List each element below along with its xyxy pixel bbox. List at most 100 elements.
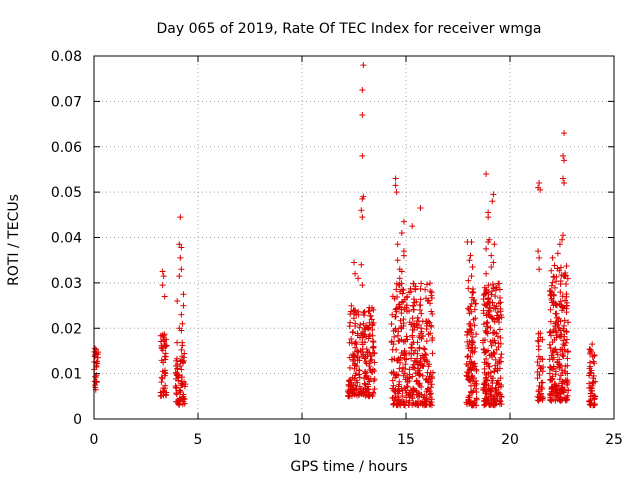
data-point (181, 396, 188, 403)
data-point (556, 241, 563, 248)
data-point (180, 393, 187, 400)
data-point (467, 377, 474, 384)
data-point (552, 320, 559, 327)
data-point (389, 346, 396, 353)
data-point (94, 360, 101, 367)
data-point (403, 294, 410, 301)
data-point (360, 320, 367, 327)
data-point (465, 277, 472, 284)
data-point (549, 349, 556, 356)
data-point (369, 326, 376, 333)
data-point (549, 254, 556, 261)
data-point (401, 355, 408, 362)
data-point (394, 388, 401, 395)
data-point (485, 370, 492, 377)
data-point (360, 391, 367, 398)
data-point (351, 375, 358, 382)
data-point (357, 347, 364, 354)
data-point (423, 352, 430, 359)
data-point (548, 332, 555, 339)
data-point (355, 308, 362, 315)
data-point (347, 319, 354, 326)
data-point (409, 223, 416, 230)
data-point (558, 272, 565, 279)
data-point (472, 300, 479, 307)
x-tick-labels: 0 5 10 15 20 25 (90, 432, 623, 448)
data-point (92, 382, 99, 389)
data-point (368, 316, 375, 323)
data-point (429, 350, 436, 357)
data-point (534, 359, 541, 366)
data-point (468, 239, 475, 246)
data-point (412, 286, 419, 293)
data-point (174, 298, 181, 305)
data-point (536, 266, 543, 273)
data-point (390, 382, 397, 389)
data-point (161, 369, 168, 376)
data-point (390, 401, 397, 408)
data-point (356, 324, 363, 331)
data-point (552, 310, 559, 317)
data-point (410, 296, 417, 303)
data-point (417, 296, 424, 303)
data-point (161, 353, 168, 360)
data-point (466, 320, 473, 327)
data-point (417, 285, 424, 292)
data-point (557, 395, 564, 402)
data-point (369, 366, 376, 373)
data-point (428, 292, 435, 299)
data-point (488, 399, 495, 406)
data-point (546, 287, 553, 294)
data-point (406, 289, 413, 296)
data-point (547, 345, 554, 352)
data-point (358, 261, 365, 268)
data-point (482, 397, 489, 404)
x-tick-label: 0 (90, 432, 99, 448)
data-point (494, 333, 501, 340)
data-point (490, 350, 497, 357)
data-point (359, 195, 366, 202)
data-point (399, 392, 406, 399)
data-point (591, 360, 598, 367)
data-point (362, 353, 369, 360)
data-point (389, 377, 396, 384)
x-tick-label: 25 (605, 432, 623, 448)
data-point (399, 286, 406, 293)
data-point (409, 334, 416, 341)
data-point (558, 346, 565, 353)
data-point (554, 351, 561, 358)
data-point (466, 338, 473, 345)
data-point (559, 386, 566, 393)
data-point (177, 214, 184, 221)
data-point (160, 273, 167, 280)
y-tick-label: 0 (73, 412, 82, 428)
data-point (410, 350, 417, 357)
data-point (367, 312, 374, 319)
data-point (547, 397, 554, 404)
data-point (428, 308, 435, 315)
data-point (546, 329, 553, 336)
data-point (412, 347, 419, 354)
data-point (175, 400, 182, 407)
data-point (560, 175, 567, 182)
data-point (369, 321, 376, 328)
data-point (484, 377, 491, 384)
data-point (178, 266, 185, 273)
data-point (400, 252, 407, 259)
data-point (557, 298, 564, 305)
data-point (352, 344, 359, 351)
data-point (179, 320, 186, 327)
data-point (588, 400, 595, 407)
data-point (565, 387, 572, 394)
data-point (395, 396, 402, 403)
data-point (538, 379, 545, 386)
data-point (415, 318, 422, 325)
data-point (366, 319, 373, 326)
data-point (482, 327, 489, 334)
data-point (488, 291, 495, 298)
data-point (428, 398, 435, 405)
data-point (483, 356, 490, 363)
data-point (369, 344, 376, 351)
data-point (473, 395, 480, 402)
data-point (557, 277, 564, 284)
